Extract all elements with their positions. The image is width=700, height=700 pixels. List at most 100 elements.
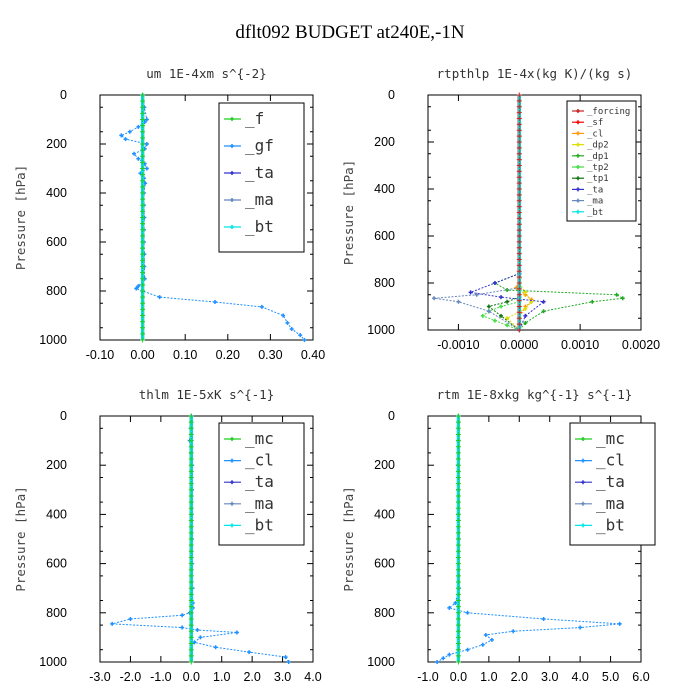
data-point bbox=[188, 561, 194, 567]
data-point bbox=[140, 98, 146, 104]
data-point bbox=[516, 304, 522, 309]
data-point bbox=[486, 309, 491, 314]
data-point bbox=[140, 104, 146, 110]
legend-entry: _mc bbox=[596, 429, 625, 448]
data-point bbox=[516, 292, 522, 298]
x-tick-label: -0.0010 bbox=[437, 338, 479, 352]
data-point bbox=[455, 548, 461, 554]
data-point bbox=[516, 315, 522, 321]
x-tick-label: 4.0 bbox=[304, 670, 321, 684]
panel-1: um 1E-4xm s^{-2} Pressure [hPa] 0 200 400 600… bbox=[13, 66, 325, 362]
data-point bbox=[188, 634, 194, 640]
data-point bbox=[140, 294, 146, 300]
legend-entry: _mc bbox=[245, 429, 274, 448]
data-point bbox=[140, 245, 146, 251]
y-tick-label: 400 bbox=[46, 186, 67, 200]
data-point bbox=[140, 337, 146, 343]
data-point bbox=[188, 419, 194, 425]
data-point bbox=[136, 284, 141, 289]
data-point bbox=[140, 110, 146, 116]
series-line bbox=[493, 273, 625, 331]
data-point bbox=[188, 468, 194, 474]
data-point bbox=[617, 621, 622, 626]
data-point bbox=[110, 621, 115, 626]
data-point bbox=[140, 276, 146, 282]
data-point bbox=[188, 524, 194, 530]
data-point bbox=[455, 431, 461, 437]
data-point bbox=[140, 153, 146, 159]
data-point bbox=[541, 616, 546, 621]
data-point bbox=[516, 286, 522, 292]
data-point bbox=[230, 117, 234, 121]
data-point bbox=[188, 598, 194, 603]
data-point bbox=[455, 610, 461, 616]
data-point bbox=[259, 304, 264, 309]
data-point bbox=[140, 135, 146, 141]
legend-entry: _ta bbox=[245, 163, 274, 182]
data-point bbox=[289, 326, 294, 331]
y-tick-label: 1000 bbox=[367, 323, 395, 337]
data-point bbox=[516, 233, 522, 239]
series-dp1 bbox=[492, 271, 625, 332]
data-point bbox=[188, 616, 194, 622]
data-point bbox=[140, 117, 146, 122]
data-point bbox=[576, 120, 580, 125]
data-point bbox=[140, 331, 146, 337]
data-point bbox=[140, 306, 146, 312]
data-point bbox=[247, 650, 252, 655]
x-tick-label: -0.10 bbox=[86, 348, 115, 362]
y-tick-label: 600 bbox=[46, 557, 67, 571]
data-point bbox=[140, 123, 146, 129]
data-point bbox=[455, 468, 461, 474]
data-point bbox=[455, 481, 461, 487]
x-tick-label: 0.20 bbox=[216, 348, 240, 362]
data-point bbox=[188, 505, 194, 511]
data-point bbox=[480, 313, 485, 318]
data-point bbox=[590, 299, 595, 304]
data-point bbox=[455, 647, 461, 653]
data-point bbox=[516, 221, 522, 227]
legend-entry: _bt bbox=[596, 515, 625, 534]
y-axis-label: Pressure [hPa] bbox=[341, 486, 356, 591]
data-point bbox=[516, 145, 522, 151]
data-point bbox=[516, 151, 522, 157]
data-point bbox=[516, 257, 522, 262]
data-point bbox=[136, 124, 141, 129]
data-point bbox=[499, 304, 504, 309]
data-point bbox=[188, 542, 194, 548]
x-tick-label: 3.0 bbox=[541, 670, 558, 684]
data-point bbox=[188, 641, 194, 647]
legend-entry: _f bbox=[245, 109, 264, 128]
data-point bbox=[581, 480, 585, 485]
x-tick-label: -1.0 bbox=[150, 670, 172, 684]
x-tick-label: -3.0 bbox=[89, 670, 111, 684]
data-point bbox=[455, 616, 461, 622]
data-point bbox=[140, 221, 146, 227]
data-point bbox=[455, 653, 461, 659]
data-point bbox=[576, 209, 580, 214]
data-point bbox=[516, 298, 522, 304]
data-point bbox=[432, 296, 437, 301]
y-tick-label: 0 bbox=[388, 88, 395, 102]
data-point bbox=[455, 598, 461, 603]
data-point bbox=[140, 257, 146, 263]
data-point bbox=[505, 316, 510, 321]
legend-entry: _dp2 bbox=[587, 141, 609, 151]
data-point bbox=[523, 313, 528, 318]
data-point bbox=[188, 456, 194, 462]
data-point bbox=[188, 475, 194, 480]
data-point bbox=[230, 144, 234, 148]
data-point bbox=[140, 147, 146, 153]
panel-2: rtpthlp 1E-4x(kg K)/(kg s) Pressure [hPa]… bbox=[341, 66, 660, 352]
data-point bbox=[188, 530, 194, 536]
x-tick-label: 0.40 bbox=[301, 348, 325, 362]
data-point bbox=[468, 290, 473, 295]
data-point bbox=[516, 204, 522, 210]
data-point bbox=[499, 295, 504, 300]
data-point bbox=[188, 444, 194, 450]
data-point bbox=[140, 313, 146, 318]
panel-title: thlm 1E-5xK s^{-1} bbox=[139, 387, 274, 402]
data-point bbox=[123, 137, 128, 142]
data-point bbox=[140, 227, 146, 233]
x-tick-label: 0.30 bbox=[258, 348, 282, 362]
